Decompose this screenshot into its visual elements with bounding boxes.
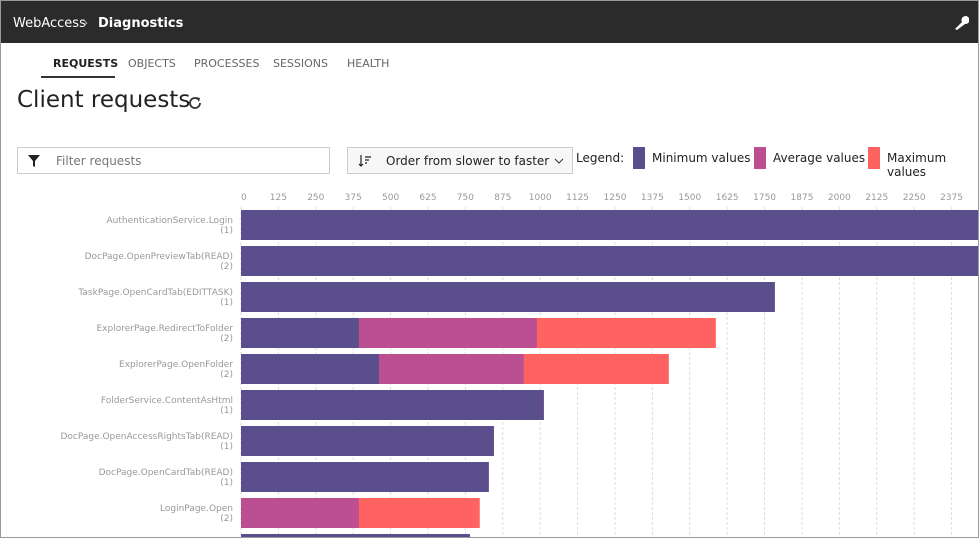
x-tick-label: 1500 — [678, 193, 701, 203]
order-label: Order from slower to faster — [386, 154, 550, 168]
x-tick-label: 125 — [270, 193, 287, 203]
x-tick-label: 250 — [307, 193, 324, 203]
bar — [241, 210, 978, 240]
bar — [241, 534, 470, 537]
legend-label: Legend: — [576, 151, 625, 165]
x-tick-label: 375 — [345, 193, 362, 203]
x-tick-label: 1125 — [566, 193, 589, 203]
x-tick-label: 875 — [494, 193, 511, 203]
x-tick-label: 1000 — [529, 193, 552, 203]
top-bar: WebAccess › Diagnostics — [1, 1, 978, 43]
category-label: DocPage.OpenAccessRightsTab(READ) — [60, 432, 233, 442]
x-tick-label: 1375 — [641, 193, 664, 203]
legend-entry: Average values — [773, 151, 866, 165]
request-count: (1) — [220, 406, 233, 416]
category-label: LoginPage.Open — [160, 504, 233, 514]
x-tick-label: 2000 — [828, 193, 851, 203]
category-label: DocPage.OpenPreviewTab(READ) — [85, 252, 233, 262]
tab[interactable]: SESSIONS — [273, 57, 329, 70]
legend-swatch — [633, 147, 645, 169]
legend-entry: Maximum values — [887, 151, 947, 179]
bar — [241, 426, 494, 456]
x-tick-label: 500 — [382, 193, 399, 203]
request-count: (2) — [220, 370, 233, 380]
filter-icon — [28, 155, 40, 167]
bar — [241, 498, 359, 528]
app-name[interactable]: WebAccess — [13, 16, 86, 31]
bar — [241, 318, 359, 348]
refresh-icon[interactable] — [187, 95, 203, 111]
request-count: (1) — [220, 442, 233, 452]
tab[interactable]: REQUESTS — [53, 57, 119, 70]
bar — [241, 390, 544, 420]
x-tick-label: 1625 — [716, 193, 739, 203]
x-tick-label: 625 — [419, 193, 436, 203]
chart: 0 125 250 375 500 625 750 875 1000 1125 1250 1375 15… — [60, 193, 978, 537]
separator: › — [83, 16, 89, 31]
category-label: TaskPage.OpenCardTab(EDITTASK) — [77, 288, 233, 298]
legend-swatch — [754, 147, 766, 169]
category-label: DocPage.OpenCardTab(READ) — [99, 468, 233, 478]
bar — [241, 246, 978, 276]
request-count: (1) — [220, 298, 233, 308]
category-label: ExplorerPage.RedirectToFolder — [96, 324, 233, 334]
tab[interactable]: PROCESSES — [194, 57, 260, 70]
filter-input[interactable]: Filter requests — [17, 147, 330, 174]
x-tick-label: 1875 — [791, 193, 814, 203]
request-count: (2) — [220, 514, 233, 524]
order-dropdown[interactable]: Order from slower to faster — [347, 147, 573, 174]
category-label: FolderService.ContentAsHtml — [101, 396, 233, 406]
x-tick-label: 750 — [457, 193, 474, 203]
category-label: AuthenticationService.Login — [107, 216, 233, 226]
x-tick-label: 2125 — [865, 193, 888, 203]
x-tick-label: 0 — [241, 193, 247, 203]
x-tick-label: 1250 — [604, 193, 627, 203]
category-label: ExplorerPage.OpenFolder — [119, 360, 233, 370]
request-count: (1) — [220, 226, 233, 236]
chevron — [554, 158, 564, 164]
tab[interactable]: HEALTH — [347, 57, 390, 70]
tab[interactable]: OBJECTS — [128, 57, 176, 70]
request-count: (2) — [220, 262, 233, 272]
active-tab-indicator — [41, 76, 115, 78]
legend-swatch — [868, 147, 880, 169]
sort-icon — [358, 155, 371, 167]
page-name: Diagnostics — [98, 16, 184, 31]
page-title: Client requests — [17, 87, 191, 113]
x-tick-label: 2375 — [940, 193, 963, 203]
bar — [241, 282, 775, 312]
request-count: (2) — [220, 334, 233, 344]
bar — [241, 462, 489, 492]
x-tick-label: 2250 — [903, 193, 926, 203]
x-tick-label: 1750 — [753, 193, 776, 203]
settings-icon[interactable] — [953, 15, 969, 31]
request-count: (1) — [220, 478, 233, 488]
filter-placeholder: Filter requests — [56, 154, 142, 168]
legend-entry: Minimum values — [652, 151, 751, 165]
bar — [241, 354, 379, 384]
